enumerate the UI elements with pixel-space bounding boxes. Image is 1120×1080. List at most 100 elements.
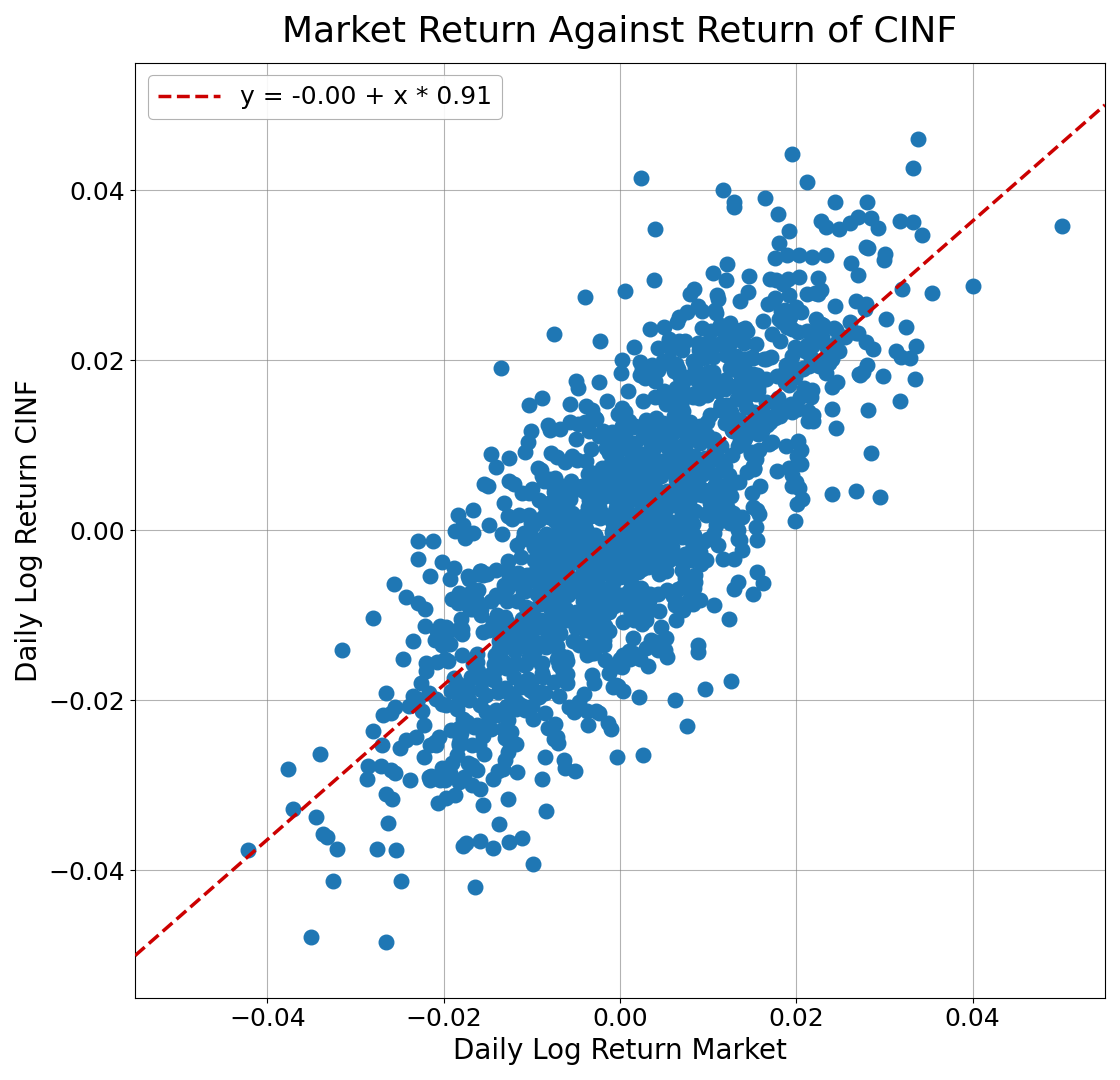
Point bbox=[601, 472, 619, 489]
Point bbox=[727, 422, 745, 440]
Point bbox=[609, 558, 627, 576]
Point bbox=[562, 548, 580, 565]
Point bbox=[698, 367, 716, 384]
Point bbox=[504, 636, 522, 653]
Point bbox=[575, 544, 592, 562]
Point bbox=[519, 433, 536, 450]
Point bbox=[818, 365, 836, 382]
Point bbox=[532, 656, 550, 673]
Point bbox=[862, 445, 880, 462]
Point bbox=[558, 562, 576, 579]
Point bbox=[694, 427, 712, 444]
Point bbox=[718, 396, 736, 414]
Point bbox=[619, 642, 637, 659]
Point bbox=[638, 556, 656, 573]
Point bbox=[683, 595, 701, 612]
Point bbox=[623, 597, 641, 615]
Point bbox=[732, 322, 750, 339]
Point bbox=[646, 558, 664, 576]
Point bbox=[592, 481, 610, 498]
Point bbox=[586, 584, 604, 602]
Point bbox=[707, 516, 725, 534]
Point bbox=[768, 402, 786, 419]
Point bbox=[360, 757, 377, 774]
Point bbox=[636, 448, 654, 465]
Point bbox=[665, 411, 683, 429]
Point bbox=[556, 751, 573, 768]
Point bbox=[374, 706, 392, 724]
Point bbox=[566, 761, 584, 779]
Point bbox=[500, 473, 517, 490]
Point bbox=[522, 514, 540, 531]
Point bbox=[578, 572, 596, 590]
Point bbox=[500, 743, 517, 760]
Point bbox=[787, 474, 805, 491]
Point bbox=[631, 354, 648, 372]
Point bbox=[494, 760, 512, 778]
Point bbox=[465, 718, 483, 735]
Point bbox=[766, 409, 784, 427]
Point bbox=[634, 474, 652, 491]
Point bbox=[517, 656, 535, 673]
Point bbox=[675, 491, 693, 509]
Point bbox=[420, 768, 438, 785]
Point bbox=[582, 598, 600, 616]
Point bbox=[642, 437, 660, 455]
Point bbox=[707, 476, 725, 494]
Point bbox=[448, 700, 466, 717]
Point bbox=[783, 320, 801, 337]
Point bbox=[623, 458, 641, 475]
Point bbox=[514, 583, 532, 600]
Point bbox=[475, 745, 493, 762]
Point bbox=[710, 336, 728, 353]
Point bbox=[607, 449, 625, 467]
Point bbox=[528, 553, 545, 570]
Point bbox=[657, 562, 675, 579]
Point bbox=[668, 379, 685, 396]
Point bbox=[748, 531, 766, 549]
Point bbox=[550, 657, 568, 674]
Point bbox=[760, 414, 778, 431]
Point bbox=[472, 780, 489, 797]
Point bbox=[791, 269, 809, 286]
Point bbox=[624, 418, 642, 435]
Point bbox=[654, 353, 672, 370]
Point bbox=[701, 495, 719, 512]
Point bbox=[634, 460, 652, 477]
Point bbox=[464, 654, 482, 672]
Point bbox=[584, 529, 601, 546]
Point bbox=[581, 534, 599, 551]
Point bbox=[609, 432, 627, 449]
Point bbox=[706, 465, 724, 483]
Point bbox=[560, 541, 578, 558]
Point bbox=[557, 555, 575, 572]
Point bbox=[692, 487, 710, 504]
Point bbox=[525, 643, 543, 660]
Point bbox=[608, 535, 626, 552]
Point bbox=[613, 586, 631, 604]
Point bbox=[719, 338, 737, 355]
Point bbox=[586, 537, 604, 554]
Point bbox=[675, 411, 693, 429]
Point bbox=[776, 437, 794, 455]
Point bbox=[792, 303, 810, 321]
Point bbox=[804, 413, 822, 430]
Point bbox=[582, 440, 600, 457]
Point bbox=[637, 411, 655, 429]
Point bbox=[672, 513, 690, 530]
Point bbox=[664, 497, 682, 514]
Point bbox=[647, 501, 665, 518]
Point bbox=[384, 576, 402, 593]
Point bbox=[653, 418, 671, 435]
Point bbox=[661, 330, 679, 348]
Point bbox=[523, 481, 541, 498]
Point bbox=[625, 458, 643, 475]
Point bbox=[728, 390, 746, 407]
Point bbox=[431, 772, 449, 789]
Point bbox=[650, 487, 668, 504]
Point bbox=[563, 504, 581, 522]
Point bbox=[610, 557, 628, 575]
Point bbox=[463, 737, 480, 754]
Point bbox=[635, 418, 653, 435]
Point bbox=[566, 546, 584, 564]
